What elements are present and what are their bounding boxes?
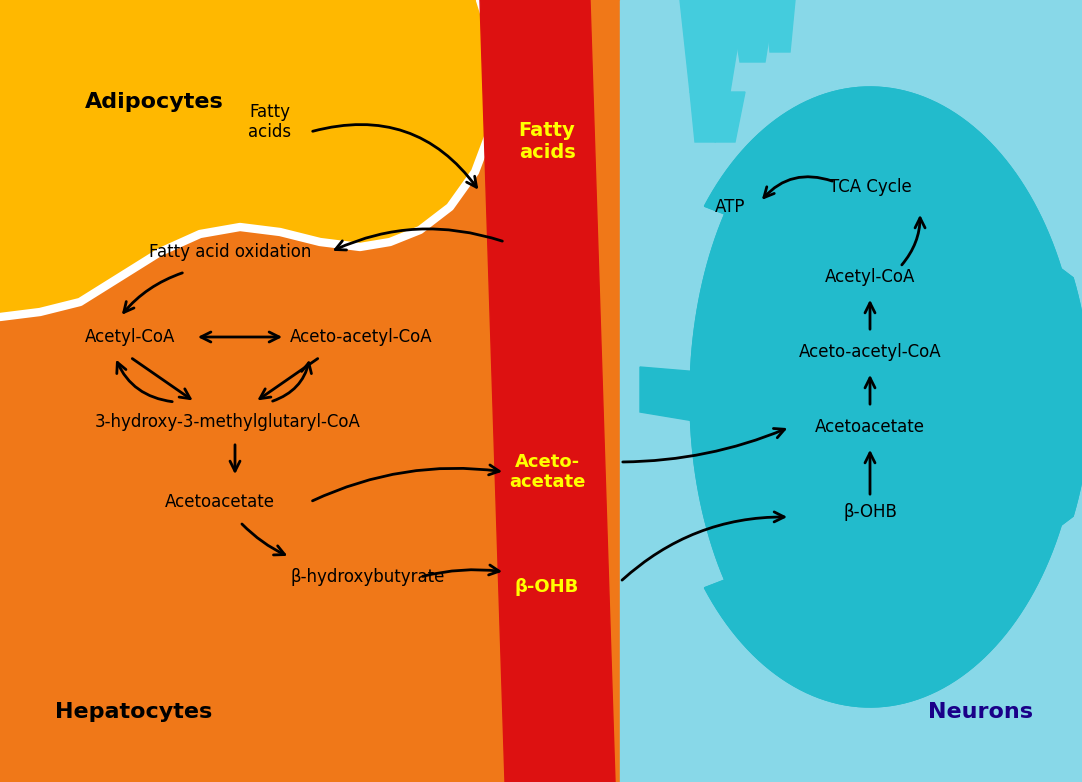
Polygon shape [715,92,745,142]
Polygon shape [620,0,1082,782]
Text: β-OHB: β-OHB [843,503,897,521]
Text: Aceto-acetyl-CoA: Aceto-acetyl-CoA [799,343,941,361]
Text: ATP: ATP [715,198,745,216]
Polygon shape [690,87,1082,707]
Text: Acetyl-CoA: Acetyl-CoA [824,268,915,286]
Polygon shape [0,0,620,782]
Text: Adipocytes: Adipocytes [85,92,224,112]
Text: Acetyl-CoA: Acetyl-CoA [85,328,175,346]
Text: 3-hydroxy-3-methylglutaryl-CoA: 3-hydroxy-3-methylglutaryl-CoA [95,413,361,431]
Text: Aceto-
acetate: Aceto- acetate [509,453,585,491]
Text: Aceto-acetyl-CoA: Aceto-acetyl-CoA [290,328,433,346]
Text: β-hydroxybutyrate: β-hydroxybutyrate [290,568,445,586]
Polygon shape [0,0,494,317]
Polygon shape [765,0,795,52]
Polygon shape [679,0,745,92]
Text: Fatty acid oxidation: Fatty acid oxidation [149,243,312,261]
Polygon shape [730,0,775,62]
Polygon shape [690,92,720,142]
Text: Acetoacetate: Acetoacetate [815,418,925,436]
Text: β-OHB: β-OHB [515,578,579,596]
Polygon shape [690,87,1082,707]
Polygon shape [480,0,615,782]
Polygon shape [639,367,700,422]
Text: Fatty
acids: Fatty acids [518,121,576,163]
Text: Hepatocytes: Hepatocytes [55,702,212,722]
Text: Acetoacetate: Acetoacetate [164,493,275,511]
Text: Fatty
acids: Fatty acids [249,102,291,142]
Text: Neurons: Neurons [927,702,1032,722]
Text: TCA Cycle: TCA Cycle [829,178,911,196]
